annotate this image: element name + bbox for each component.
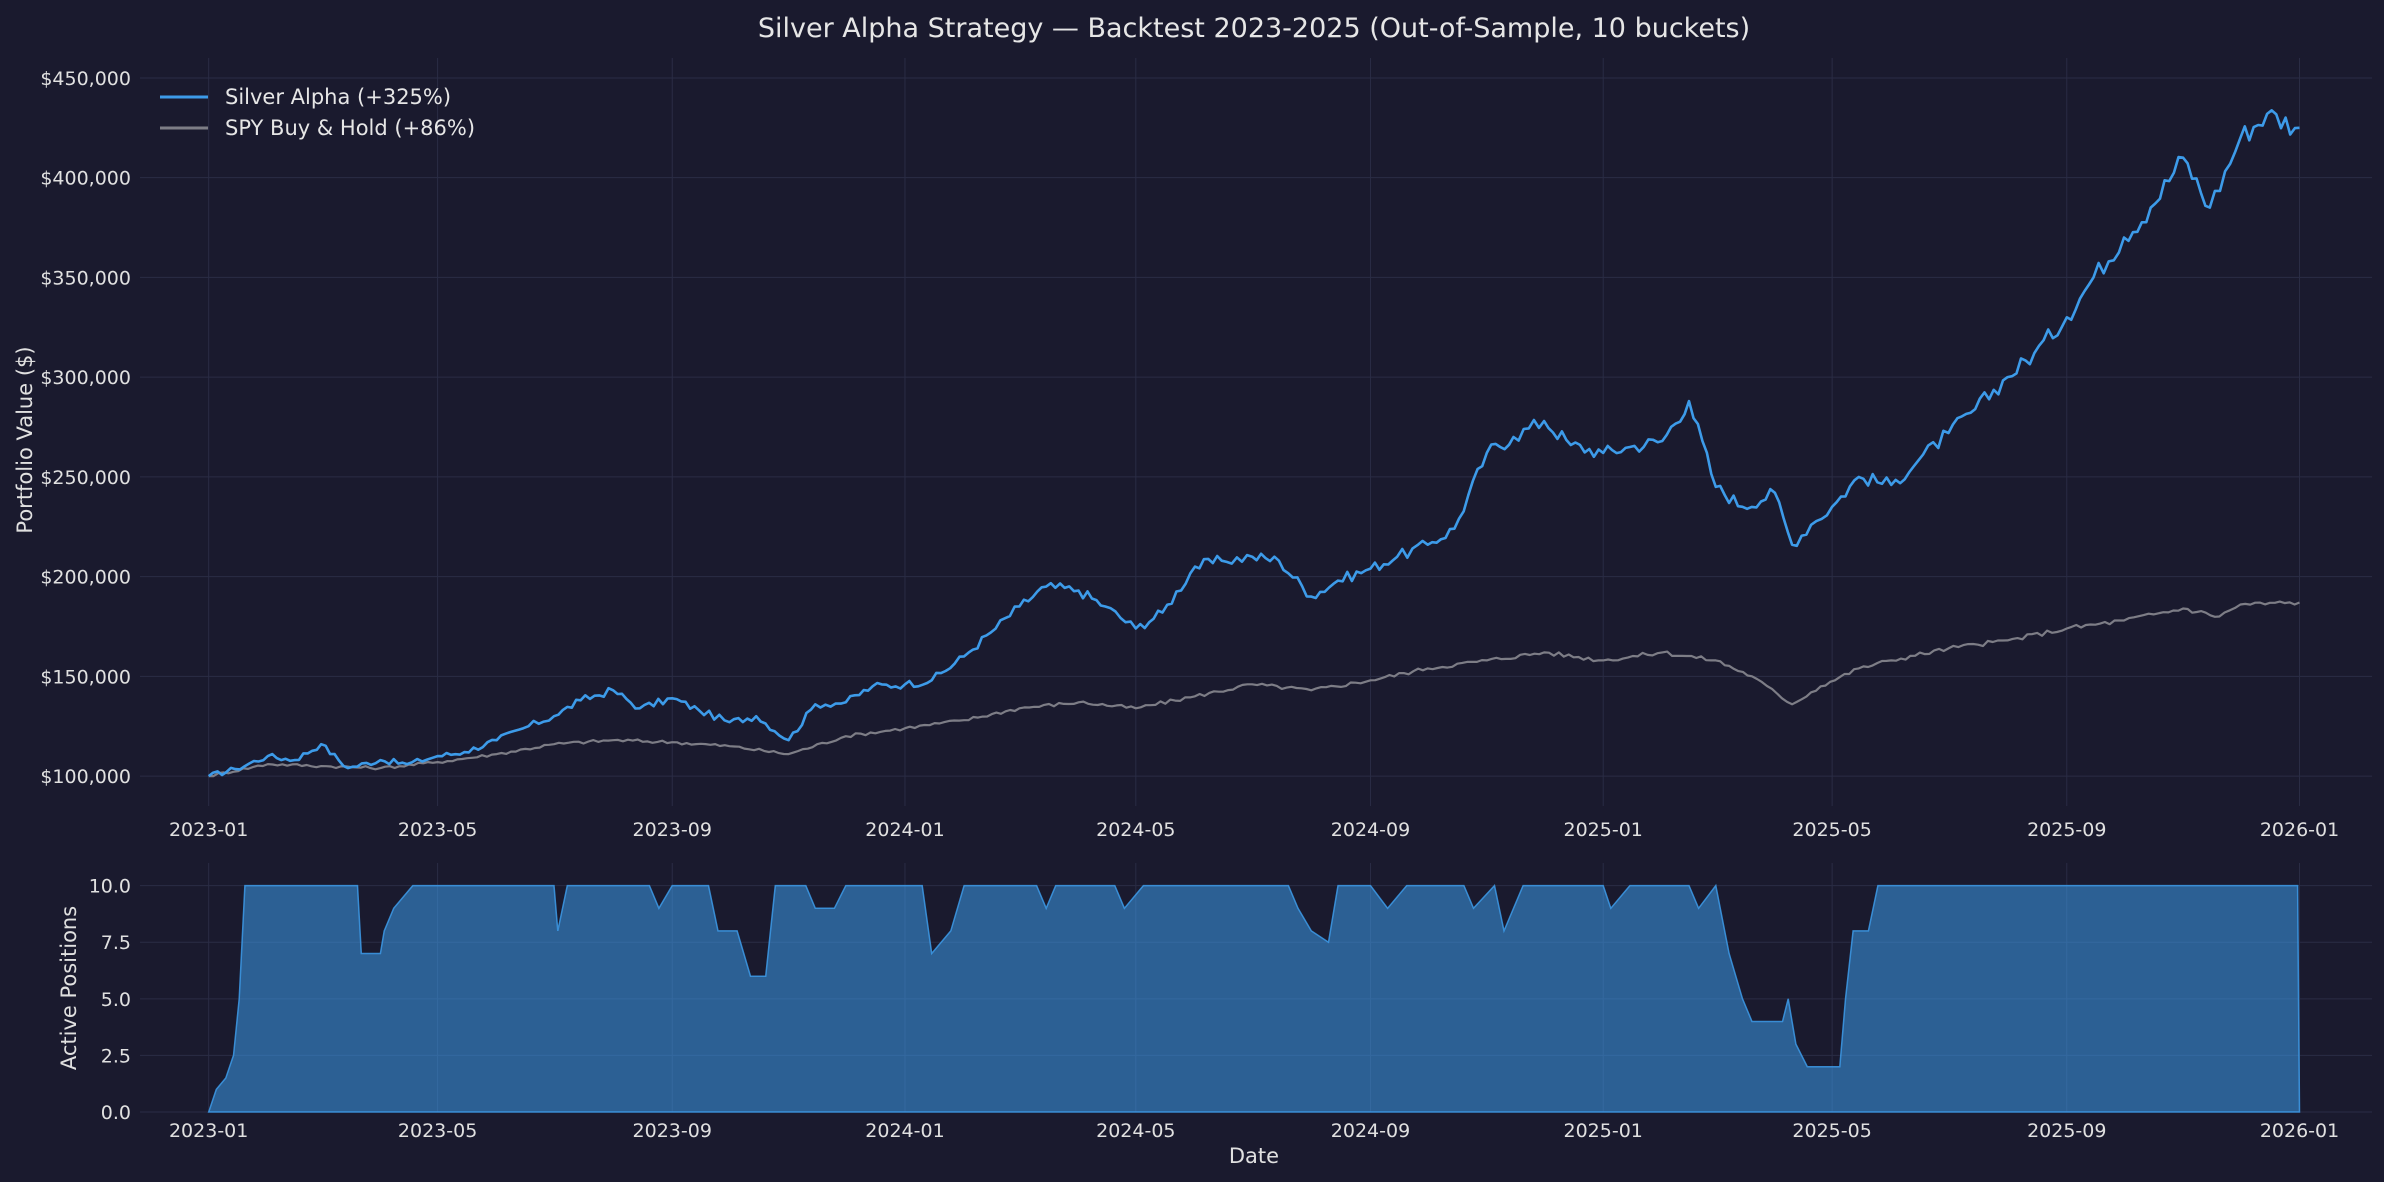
bottom-x-tick-label: 2026-01 bbox=[2260, 1120, 2339, 1142]
top-x-tick-label: 2024-05 bbox=[1096, 819, 1175, 841]
bottom-x-tick-label: 2023-05 bbox=[398, 1120, 477, 1142]
top-panel: 2023-01 2023-05 2023-09 2024-01 2024-05 2024-… bbox=[13, 58, 2372, 841]
active-positions-area bbox=[207, 883, 2301, 1113]
top-plot-area bbox=[140, 58, 2372, 806]
top-x-tick-label: 2024-01 bbox=[865, 819, 944, 841]
bottom-y-tick-label: 7.5 bbox=[101, 932, 131, 954]
chart-title: Silver Alpha Strategy — Backtest 2023-20… bbox=[758, 13, 1750, 44]
top-x-tick-label: 2023-05 bbox=[398, 819, 477, 841]
bottom-x-tick-label: 2025-09 bbox=[2027, 1120, 2106, 1142]
top-y-axis-label: Portfolio Value ($) bbox=[13, 346, 37, 533]
top-x-tick-label: 2025-09 bbox=[2027, 819, 2106, 841]
top-y-tick-label: $100,000 bbox=[40, 766, 131, 788]
series-line-spy bbox=[208, 600, 2300, 778]
legend-label-silver-alpha: Silver Alpha (+325%) bbox=[225, 85, 451, 109]
top-y-tick-label: $200,000 bbox=[40, 567, 131, 589]
top-x-ticks: 2023-01 2023-05 2023-09 2024-01 2024-05 2024-… bbox=[169, 819, 2339, 841]
legend: Silver Alpha (+325%) SPY Buy & Hold (+86… bbox=[160, 85, 475, 140]
bottom-y-tick-label: 2.5 bbox=[101, 1045, 131, 1067]
bottom-y-tick-label: 0.0 bbox=[101, 1102, 131, 1124]
bottom-x-tick-label: 2024-09 bbox=[1331, 1120, 1410, 1142]
bottom-x-axis-label: Date bbox=[1229, 1144, 1279, 1168]
top-y-tick-label: $400,000 bbox=[40, 168, 131, 190]
top-grid bbox=[140, 58, 2372, 806]
top-x-tick-label: 2025-01 bbox=[1564, 819, 1643, 841]
bottom-x-tick-label: 2025-05 bbox=[1792, 1120, 1871, 1142]
bottom-x-tick-label: 2023-01 bbox=[169, 1120, 248, 1142]
bottom-panel: 2023-01 2023-05 2023-09 2024-01 2024-05 2024-… bbox=[57, 863, 2372, 1168]
top-x-tick-label: 2025-05 bbox=[1792, 819, 1871, 841]
bottom-y-tick-label: 10.0 bbox=[89, 876, 131, 898]
legend-label-spy: SPY Buy & Hold (+86%) bbox=[225, 116, 475, 140]
top-x-tick-label: 2023-09 bbox=[633, 819, 712, 841]
top-y-tick-label: $250,000 bbox=[40, 467, 131, 489]
bottom-x-tick-label: 2025-01 bbox=[1564, 1120, 1643, 1142]
bottom-y-axis-label: Active Positions bbox=[57, 906, 81, 1070]
top-y-tick-label: $150,000 bbox=[40, 666, 131, 688]
bottom-x-tick-label: 2024-01 bbox=[865, 1120, 944, 1142]
top-lines bbox=[207, 109, 2300, 778]
top-x-tick-label: 2026-01 bbox=[2260, 819, 2339, 841]
bottom-y-tick-label: 5.0 bbox=[101, 989, 131, 1011]
top-y-tick-label: $300,000 bbox=[40, 367, 131, 389]
top-x-tick-label: 2024-09 bbox=[1331, 819, 1410, 841]
top-y-tick-label: $350,000 bbox=[40, 267, 131, 289]
top-y-ticks: $100,000 $150,000 $200,000 $250,000 $300,000… bbox=[40, 68, 131, 788]
bottom-y-ticks: 0.0 2.5 5.0 7.5 10.0 bbox=[89, 876, 131, 1124]
top-y-tick-label: $450,000 bbox=[40, 68, 131, 90]
bottom-area bbox=[207, 883, 2301, 1113]
bottom-x-tick-label: 2023-09 bbox=[633, 1120, 712, 1142]
bottom-x-tick-label: 2024-05 bbox=[1096, 1120, 1175, 1142]
top-x-tick-label: 2023-01 bbox=[169, 819, 248, 841]
bottom-x-ticks: 2023-01 2023-05 2023-09 2024-01 2024-05 2024-… bbox=[169, 1120, 2339, 1142]
series-line-silver-alpha bbox=[207, 109, 2300, 778]
